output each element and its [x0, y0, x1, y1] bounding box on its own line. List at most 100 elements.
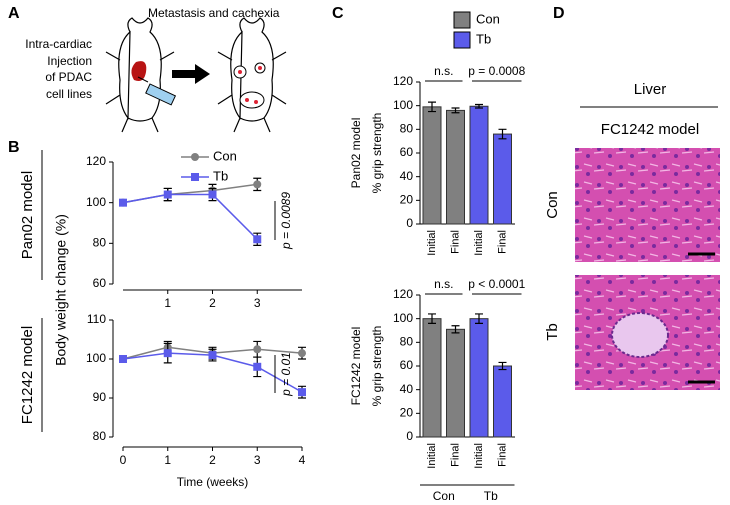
y-tick-label: 80	[93, 429, 107, 443]
row-label: Tb	[544, 323, 561, 341]
legend-label: Con	[476, 11, 500, 26]
series-line	[122, 183, 258, 204]
error-bar	[428, 101, 436, 113]
annotation: p = 0.0008	[468, 64, 525, 78]
syringe	[137, 76, 177, 106]
legend-label: Con	[213, 148, 237, 163]
y-tick-label: 40	[400, 382, 414, 396]
x-tick-label: 2	[209, 296, 216, 310]
panel-title: Metastasis and cachexia	[148, 6, 280, 20]
panel-letter: A	[8, 5, 20, 22]
x-tick-label: Initial	[473, 443, 485, 469]
panel-letter: B	[8, 139, 20, 156]
bar	[446, 109, 465, 225]
error-bar	[498, 361, 507, 371]
error-bar	[475, 103, 483, 109]
legend-label: Tb	[213, 168, 228, 183]
y-tick-label: 120	[393, 287, 413, 301]
y-tick-label: 0	[406, 216, 413, 230]
y-tick-label: 80	[400, 335, 414, 349]
y-axis-label: Body weight change (%)	[53, 214, 69, 366]
data-point	[163, 349, 172, 358]
diagram-label: of PDAC	[45, 70, 92, 84]
bar	[469, 318, 489, 438]
bar	[422, 106, 442, 225]
group-label: Con	[433, 489, 455, 503]
chart-title: FC1242 model	[349, 327, 363, 406]
panel-letter: C	[332, 5, 344, 22]
annotation: p = 0.01	[279, 352, 293, 397]
data-point	[298, 388, 306, 397]
x-tick-label: Final	[496, 230, 508, 254]
row-label: Con	[544, 191, 561, 219]
bar	[493, 365, 512, 438]
x-tick-label: Initial	[473, 230, 485, 256]
y-tick-label: 100	[393, 98, 413, 112]
y-tick-label: 60	[400, 358, 414, 372]
data-point	[253, 180, 262, 189]
data-point	[119, 198, 127, 207]
y-tick-label: 100	[86, 195, 106, 209]
error-bar	[475, 313, 483, 324]
y-tick-label: 80	[400, 122, 414, 136]
metastasis-lesion	[611, 312, 669, 358]
x-tick-label: Final	[449, 230, 461, 254]
x-tick-label: 1	[164, 296, 171, 310]
annotation: p = 0.0089	[279, 192, 293, 250]
x-tick-label: 4	[299, 453, 306, 467]
x-tick-label: Final	[449, 443, 461, 467]
y-tick-label: 120	[393, 74, 413, 88]
y-tick-label: 60	[400, 145, 414, 159]
y-tick-label: 20	[400, 406, 414, 420]
annotation: p < 0.0001	[468, 277, 525, 291]
bar	[446, 328, 465, 438]
diagram-label: Injection	[47, 54, 92, 68]
y-tick-label: 120	[86, 154, 106, 168]
data-point	[253, 362, 262, 371]
legend-marker	[191, 153, 199, 161]
mouse	[105, 17, 287, 133]
tissue-label: Liver	[634, 81, 667, 98]
y-tick-label: 60	[93, 276, 107, 290]
y-axis-label: % grip strength	[370, 113, 384, 194]
y-tick-label: 100	[393, 311, 413, 325]
legend-swatch	[453, 11, 471, 29]
legend-marker	[191, 173, 199, 181]
data-point	[253, 345, 262, 354]
panel-letter: D	[553, 5, 565, 22]
group-label: Tb	[484, 489, 498, 503]
x-tick-label: Initial	[426, 443, 438, 469]
bar	[469, 105, 489, 225]
data-point	[119, 355, 127, 363]
error-bar	[428, 313, 436, 324]
legend-swatch	[453, 31, 471, 49]
error-bar	[498, 128, 507, 140]
annotation: n.s.	[434, 277, 453, 291]
legend-label: Tb	[476, 31, 491, 46]
tumor	[238, 66, 262, 104]
histology-image	[575, 148, 720, 262]
arrow	[172, 64, 210, 84]
x-tick-label: 2	[209, 453, 216, 467]
x-tick-label: 3	[254, 453, 261, 467]
x-tick-label: Final	[496, 443, 508, 467]
data-point	[298, 349, 306, 358]
row-label: Pan02 model	[19, 171, 36, 259]
annotation: n.s.	[434, 64, 453, 78]
x-axis-label: Time (weeks)	[177, 475, 249, 489]
heart	[131, 61, 147, 81]
x-tick-label: 1	[164, 453, 171, 467]
y-tick-label: 80	[93, 236, 107, 250]
x-tick-label: 0	[120, 453, 127, 467]
row-label: FC1242 model	[19, 326, 36, 424]
y-axis-label: % grip strength	[370, 326, 384, 407]
data-point	[163, 190, 172, 199]
series-line	[122, 193, 258, 240]
x-tick-label: Initial	[426, 230, 438, 256]
bar	[493, 133, 512, 225]
data-point	[253, 235, 262, 244]
y-tick-label: 90	[93, 390, 107, 404]
y-tick-label: 100	[86, 351, 106, 365]
